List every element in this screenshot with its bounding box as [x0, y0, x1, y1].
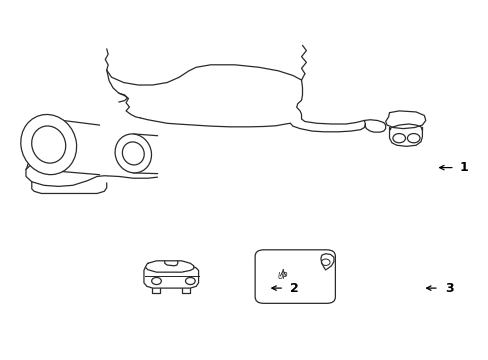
Ellipse shape: [122, 142, 144, 165]
FancyBboxPatch shape: [255, 250, 335, 303]
Ellipse shape: [115, 134, 151, 173]
Text: 2: 2: [290, 282, 299, 294]
Circle shape: [185, 278, 195, 284]
Circle shape: [407, 134, 419, 143]
Ellipse shape: [20, 114, 77, 175]
Circle shape: [151, 278, 161, 284]
Text: 3: 3: [444, 282, 453, 294]
Text: 1: 1: [459, 161, 468, 174]
Circle shape: [321, 259, 329, 265]
Text: UP: UP: [278, 272, 288, 281]
Ellipse shape: [32, 126, 65, 163]
Circle shape: [392, 134, 405, 143]
